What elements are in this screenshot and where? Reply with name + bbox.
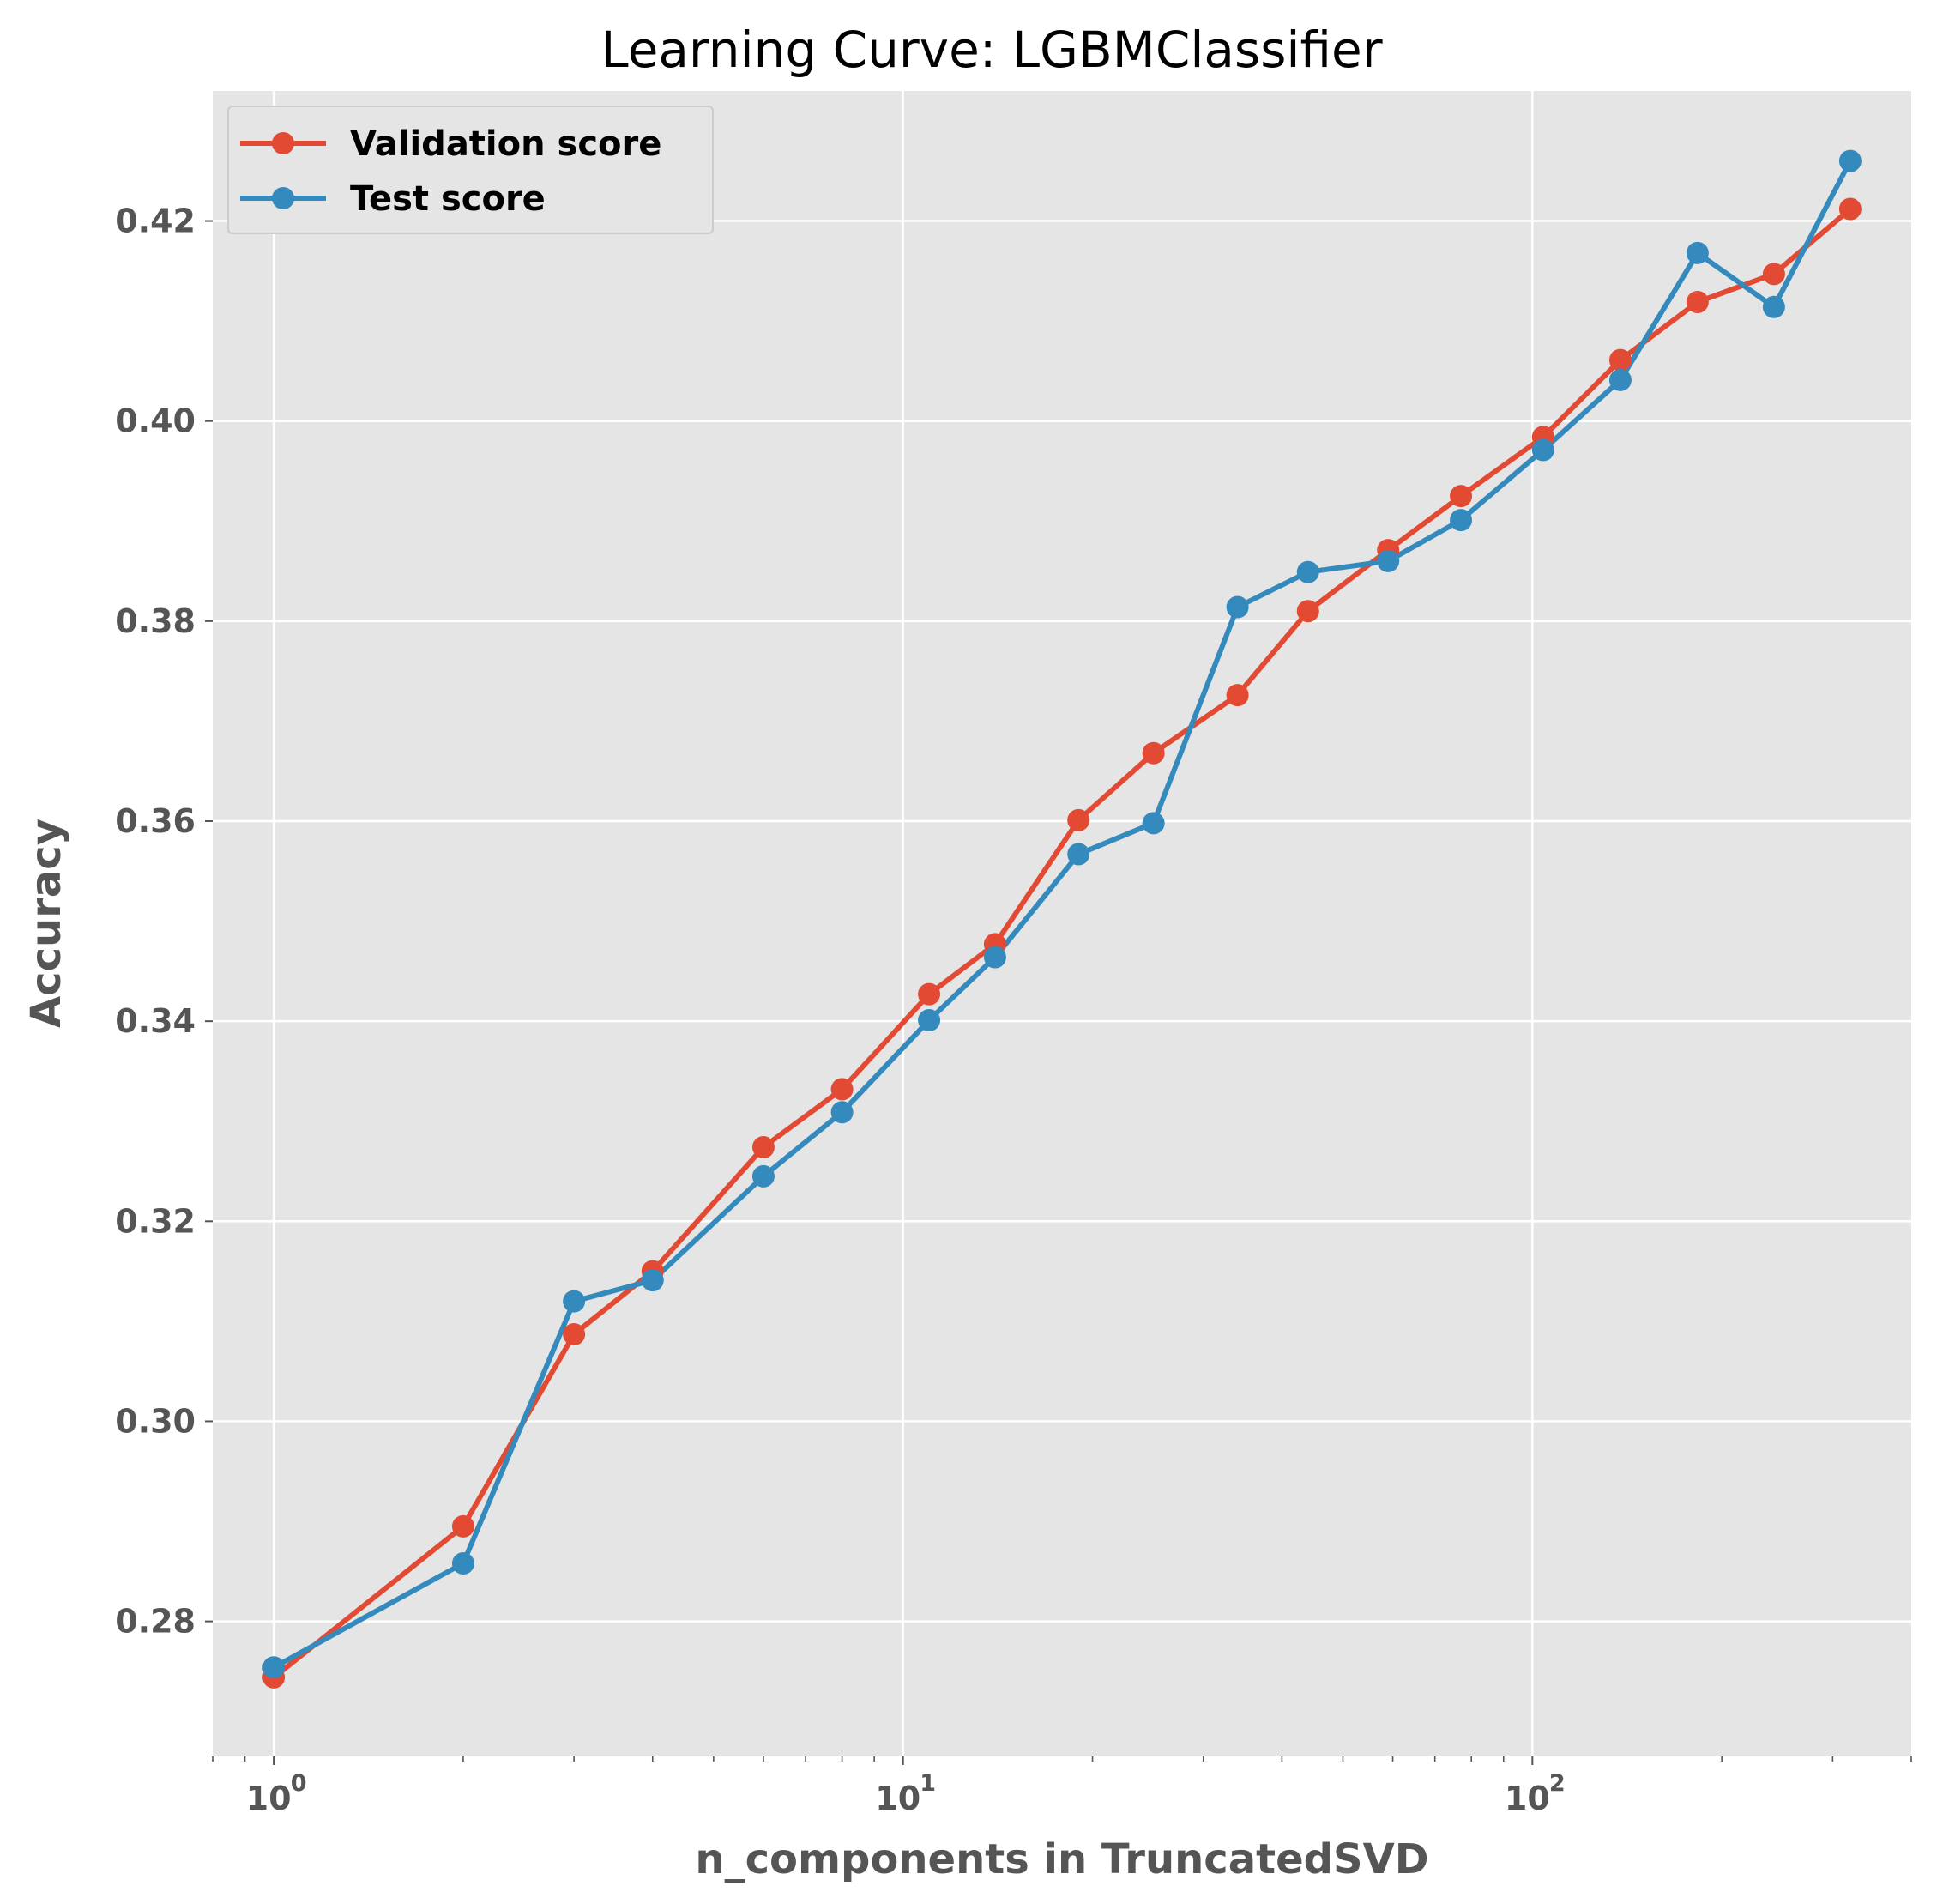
x-tick-exponent: 0	[291, 1770, 307, 1797]
test-score-point	[1531, 438, 1554, 462]
x-axis: 10 0 10 1 10 2	[212, 1756, 1912, 1817]
test-score-point	[1686, 241, 1709, 264]
legend-box	[227, 106, 714, 234]
validation-score-point	[1762, 263, 1785, 286]
legend-test-marker	[272, 187, 294, 209]
series-points	[262, 149, 1862, 1689]
y-tick-label: 0.30	[115, 1402, 196, 1440]
test-score-point	[983, 946, 1006, 969]
test-score-point	[262, 1656, 286, 1679]
legend-validation-marker	[272, 132, 294, 154]
test-score-point	[1377, 549, 1400, 572]
validation-score-point	[1608, 348, 1632, 372]
x-axis-label: n_components in TruncatedSVD	[695, 1835, 1428, 1883]
validation-score-point	[451, 1514, 474, 1538]
validation-score-point	[1686, 290, 1709, 313]
test-score-point	[563, 1290, 586, 1313]
x-tick-exponent: 2	[1549, 1770, 1566, 1797]
validation-score-point	[751, 1136, 775, 1159]
legend-validation-label: Validation score	[350, 124, 661, 164]
x-tick-label: 10	[246, 1780, 292, 1817]
gridlines	[213, 91, 1911, 1756]
legend: Validation score Test score	[227, 106, 714, 234]
x-tick-label: 10	[875, 1780, 920, 1817]
x-tick-label: 10	[1505, 1780, 1550, 1817]
x-tick-exponent: 1	[920, 1770, 936, 1797]
test-score-point	[1067, 843, 1090, 866]
y-tick-label: 0.40	[115, 402, 196, 440]
test-score-point	[751, 1164, 775, 1188]
test-score-point	[1762, 295, 1785, 318]
chart-title: Learning Curve: LGBMClassifier	[600, 21, 1382, 79]
validation-score-point	[1226, 684, 1249, 707]
test-score-point	[1226, 595, 1249, 619]
test-score-point	[830, 1101, 854, 1124]
validation-score-point	[1067, 808, 1090, 831]
y-tick-label: 0.34	[115, 1002, 196, 1040]
validation-score-point	[1450, 485, 1473, 508]
test-score-point	[918, 1008, 941, 1031]
y-tick-label: 0.28	[115, 1603, 196, 1641]
test-score-point	[641, 1269, 664, 1292]
y-tick-label: 0.38	[115, 602, 196, 640]
test-score-point	[1142, 812, 1165, 835]
y-axis-label: Accuracy	[22, 819, 70, 1028]
validation-score-point	[1838, 197, 1862, 221]
validation-score-point	[918, 982, 941, 1006]
validation-score-point	[1296, 600, 1319, 623]
test-score-point	[1450, 509, 1473, 532]
test-score-point	[1838, 149, 1862, 172]
test-score-point	[1296, 560, 1319, 583]
validation-score-point	[563, 1323, 586, 1346]
validation-score-point	[830, 1078, 854, 1101]
y-tick-label: 0.42	[115, 202, 196, 240]
y-tick-label: 0.32	[115, 1202, 196, 1240]
y-axis: 0.28 0.30 0.32 0.34 0.36 0.38 0.40 0.42	[115, 202, 213, 1641]
y-tick-label: 0.36	[115, 802, 196, 840]
test-score-point	[1608, 368, 1632, 391]
legend-test-label: Test score	[350, 179, 546, 219]
validation-score-point	[1142, 741, 1165, 765]
test-score-point	[451, 1552, 474, 1575]
plot-area	[213, 91, 1911, 1756]
